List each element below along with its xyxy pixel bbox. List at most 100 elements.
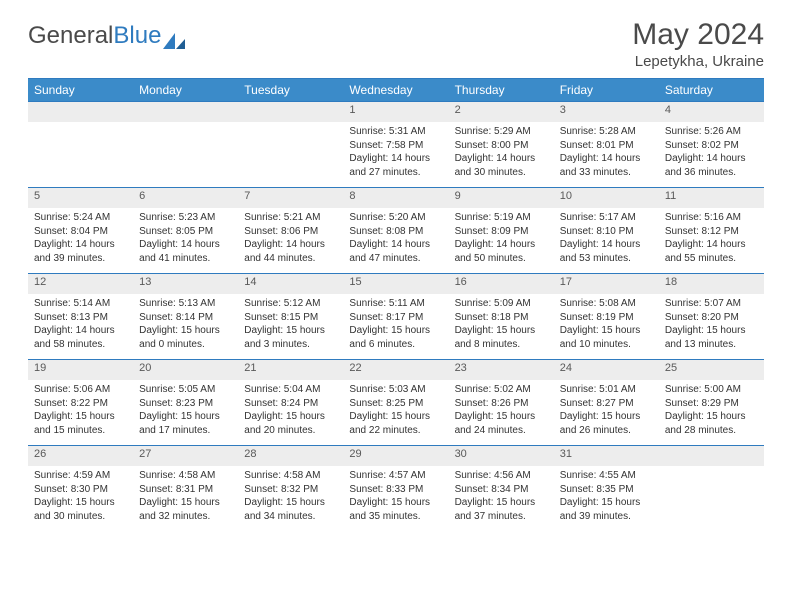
daylight-text: Daylight: 15 hours [139, 410, 232, 424]
sunrise-text: Sunrise: 4:58 AM [139, 469, 232, 483]
weekday-header-row: Sunday Monday Tuesday Wednesday Thursday… [28, 79, 764, 102]
day-cell: Sunrise: 5:04 AMSunset: 8:24 PMDaylight:… [238, 380, 343, 446]
day-number [133, 102, 238, 123]
weekday-header: Saturday [659, 79, 764, 102]
sunset-text: Sunset: 7:58 PM [349, 139, 442, 153]
daylight-text: Daylight: 14 hours [560, 152, 653, 166]
daylight-text: Daylight: 15 hours [34, 410, 127, 424]
day-number: 1 [343, 102, 448, 123]
day-cell: Sunrise: 5:06 AMSunset: 8:22 PMDaylight:… [28, 380, 133, 446]
daylight-text: Daylight: 14 hours [34, 238, 127, 252]
header: GeneralBlue May 2024 Lepetykha, Ukraine [28, 18, 764, 70]
weekday-header: Thursday [449, 79, 554, 102]
daynum-row: 1234 [28, 102, 764, 123]
day-number: 20 [133, 360, 238, 381]
daylight-text: Daylight: 15 hours [34, 496, 127, 510]
sunrise-text: Sunrise: 5:20 AM [349, 211, 442, 225]
daylight-text: Daylight: 14 hours [244, 238, 337, 252]
day-number: 16 [449, 274, 554, 295]
day-number: 18 [659, 274, 764, 295]
daylight-text: and 39 minutes. [560, 510, 653, 524]
day-cell: Sunrise: 5:17 AMSunset: 8:10 PMDaylight:… [554, 208, 659, 274]
page-subtitle: Lepetykha, Ukraine [632, 53, 764, 70]
day-number: 25 [659, 360, 764, 381]
daylight-text: and 47 minutes. [349, 252, 442, 266]
daylight-text: and 0 minutes. [139, 338, 232, 352]
day-number: 17 [554, 274, 659, 295]
day-number: 27 [133, 446, 238, 467]
logo-text-2: Blue [113, 22, 161, 50]
daylight-text: Daylight: 14 hours [349, 152, 442, 166]
day-cell: Sunrise: 4:58 AMSunset: 8:31 PMDaylight:… [133, 466, 238, 531]
daylight-text: and 15 minutes. [34, 424, 127, 438]
daynum-row: 262728293031 [28, 446, 764, 467]
day-number: 11 [659, 188, 764, 209]
daylight-text: Daylight: 15 hours [349, 324, 442, 338]
day-number: 19 [28, 360, 133, 381]
sunset-text: Sunset: 8:35 PM [560, 483, 653, 497]
day-number: 6 [133, 188, 238, 209]
sunrise-text: Sunrise: 4:57 AM [349, 469, 442, 483]
day-cell: Sunrise: 5:21 AMSunset: 8:06 PMDaylight:… [238, 208, 343, 274]
day-cell: Sunrise: 5:03 AMSunset: 8:25 PMDaylight:… [343, 380, 448, 446]
daylight-text: Daylight: 15 hours [455, 496, 548, 510]
day-number: 15 [343, 274, 448, 295]
daylight-text: Daylight: 14 hours [665, 152, 758, 166]
daylight-text: Daylight: 14 hours [455, 238, 548, 252]
sunset-text: Sunset: 8:08 PM [349, 225, 442, 239]
sunset-text: Sunset: 8:13 PM [34, 311, 127, 325]
daylight-text: Daylight: 15 hours [349, 496, 442, 510]
day-cell: Sunrise: 5:05 AMSunset: 8:23 PMDaylight:… [133, 380, 238, 446]
sunrise-text: Sunrise: 5:21 AM [244, 211, 337, 225]
sunset-text: Sunset: 8:02 PM [665, 139, 758, 153]
day-cell: Sunrise: 5:23 AMSunset: 8:05 PMDaylight:… [133, 208, 238, 274]
day-number: 12 [28, 274, 133, 295]
daylight-text: Daylight: 14 hours [560, 238, 653, 252]
sunset-text: Sunset: 8:25 PM [349, 397, 442, 411]
logo-text-1: General [28, 22, 113, 50]
day-cell: Sunrise: 5:31 AMSunset: 7:58 PMDaylight:… [343, 122, 448, 188]
day-cell [133, 122, 238, 188]
day-cell: Sunrise: 4:57 AMSunset: 8:33 PMDaylight:… [343, 466, 448, 531]
sunrise-text: Sunrise: 4:58 AM [244, 469, 337, 483]
weekday-header: Sunday [28, 79, 133, 102]
daylight-text: and 27 minutes. [349, 166, 442, 180]
daylight-text: and 32 minutes. [139, 510, 232, 524]
sunrise-text: Sunrise: 5:06 AM [34, 383, 127, 397]
daylight-text: and 34 minutes. [244, 510, 337, 524]
sunset-text: Sunset: 8:05 PM [139, 225, 232, 239]
weekday-header: Monday [133, 79, 238, 102]
sunrise-text: Sunrise: 5:31 AM [349, 125, 442, 139]
daylight-text: and 3 minutes. [244, 338, 337, 352]
content-row: Sunrise: 5:24 AMSunset: 8:04 PMDaylight:… [28, 208, 764, 274]
sunset-text: Sunset: 8:00 PM [455, 139, 548, 153]
sunset-text: Sunset: 8:15 PM [244, 311, 337, 325]
day-number: 24 [554, 360, 659, 381]
day-cell: Sunrise: 5:02 AMSunset: 8:26 PMDaylight:… [449, 380, 554, 446]
day-cell: Sunrise: 5:07 AMSunset: 8:20 PMDaylight:… [659, 294, 764, 360]
sunrise-text: Sunrise: 5:28 AM [560, 125, 653, 139]
sunset-text: Sunset: 8:23 PM [139, 397, 232, 411]
daynum-row: 19202122232425 [28, 360, 764, 381]
title-block: May 2024 Lepetykha, Ukraine [632, 18, 764, 70]
sunset-text: Sunset: 8:12 PM [665, 225, 758, 239]
weekday-header: Tuesday [238, 79, 343, 102]
sunset-text: Sunset: 8:26 PM [455, 397, 548, 411]
sunrise-text: Sunrise: 5:26 AM [665, 125, 758, 139]
daylight-text: Daylight: 15 hours [560, 496, 653, 510]
sunset-text: Sunset: 8:22 PM [34, 397, 127, 411]
daylight-text: and 44 minutes. [244, 252, 337, 266]
day-number [238, 102, 343, 123]
daylight-text: Daylight: 14 hours [139, 238, 232, 252]
sunset-text: Sunset: 8:31 PM [139, 483, 232, 497]
day-cell: Sunrise: 5:12 AMSunset: 8:15 PMDaylight:… [238, 294, 343, 360]
sunrise-text: Sunrise: 5:00 AM [665, 383, 758, 397]
day-number: 22 [343, 360, 448, 381]
content-row: Sunrise: 5:31 AMSunset: 7:58 PMDaylight:… [28, 122, 764, 188]
content-row: Sunrise: 5:06 AMSunset: 8:22 PMDaylight:… [28, 380, 764, 446]
day-cell: Sunrise: 5:19 AMSunset: 8:09 PMDaylight:… [449, 208, 554, 274]
sunset-text: Sunset: 8:04 PM [34, 225, 127, 239]
daylight-text: and 50 minutes. [455, 252, 548, 266]
daylight-text: and 20 minutes. [244, 424, 337, 438]
day-number: 4 [659, 102, 764, 123]
